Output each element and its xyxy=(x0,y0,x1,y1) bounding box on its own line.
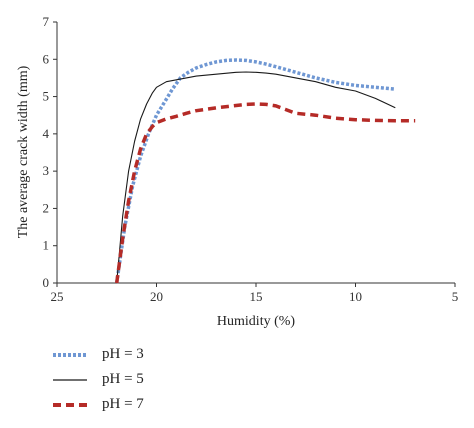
y-tick-label: 7 xyxy=(43,14,50,29)
series-layer xyxy=(114,58,416,284)
legend-label-ph5: pH = 5 xyxy=(102,371,144,387)
y-tick-label: 6 xyxy=(43,51,50,66)
plot-area: 0 1 2 3 4 5 6 7 25 20 15 10 5 xyxy=(43,14,459,304)
x-tick-label: 15 xyxy=(250,289,263,304)
legend-swatch-ph3 xyxy=(53,352,87,357)
x-tick-label: 25 xyxy=(51,289,64,304)
legend-swatch-ph5 xyxy=(53,378,87,381)
legend-item-ph7: pH = 7 xyxy=(52,392,144,417)
series-line-0 xyxy=(114,58,396,284)
series-line-1 xyxy=(116,71,396,284)
x-axis-title: Humidity (%) xyxy=(217,314,295,329)
y-tick-label: 2 xyxy=(43,200,50,215)
series-line-2 xyxy=(114,102,416,284)
y-axis-title: The average crack width (mm) xyxy=(16,65,31,238)
x-tick-label: 10 xyxy=(349,289,362,304)
legend-item-ph3: pH = 3 xyxy=(52,342,144,367)
x-ticks: 25 20 15 10 5 xyxy=(51,283,459,304)
crack-width-chart: 0 1 2 3 4 5 6 7 25 20 15 10 5 Humidity (%) The aver… xyxy=(16,14,459,329)
legend-swatch-ph7 xyxy=(53,402,87,407)
y-tick-label: 3 xyxy=(43,163,50,178)
y-tick-label: 5 xyxy=(43,89,50,104)
x-tick-label: 5 xyxy=(452,289,459,304)
y-tick-label: 0 xyxy=(43,275,50,290)
legend: pH = 3 pH = 5 pH = 7 xyxy=(52,342,144,417)
legend-item-ph5: pH = 5 xyxy=(52,367,144,392)
y-tick-label: 1 xyxy=(43,238,50,253)
legend-label-ph3: pH = 3 xyxy=(102,346,144,362)
legend-label-ph7: pH = 7 xyxy=(102,396,144,412)
y-ticks: 0 1 2 3 4 5 6 7 xyxy=(43,14,57,290)
x-tick-label: 20 xyxy=(150,289,163,304)
y-tick-label: 4 xyxy=(43,126,50,141)
